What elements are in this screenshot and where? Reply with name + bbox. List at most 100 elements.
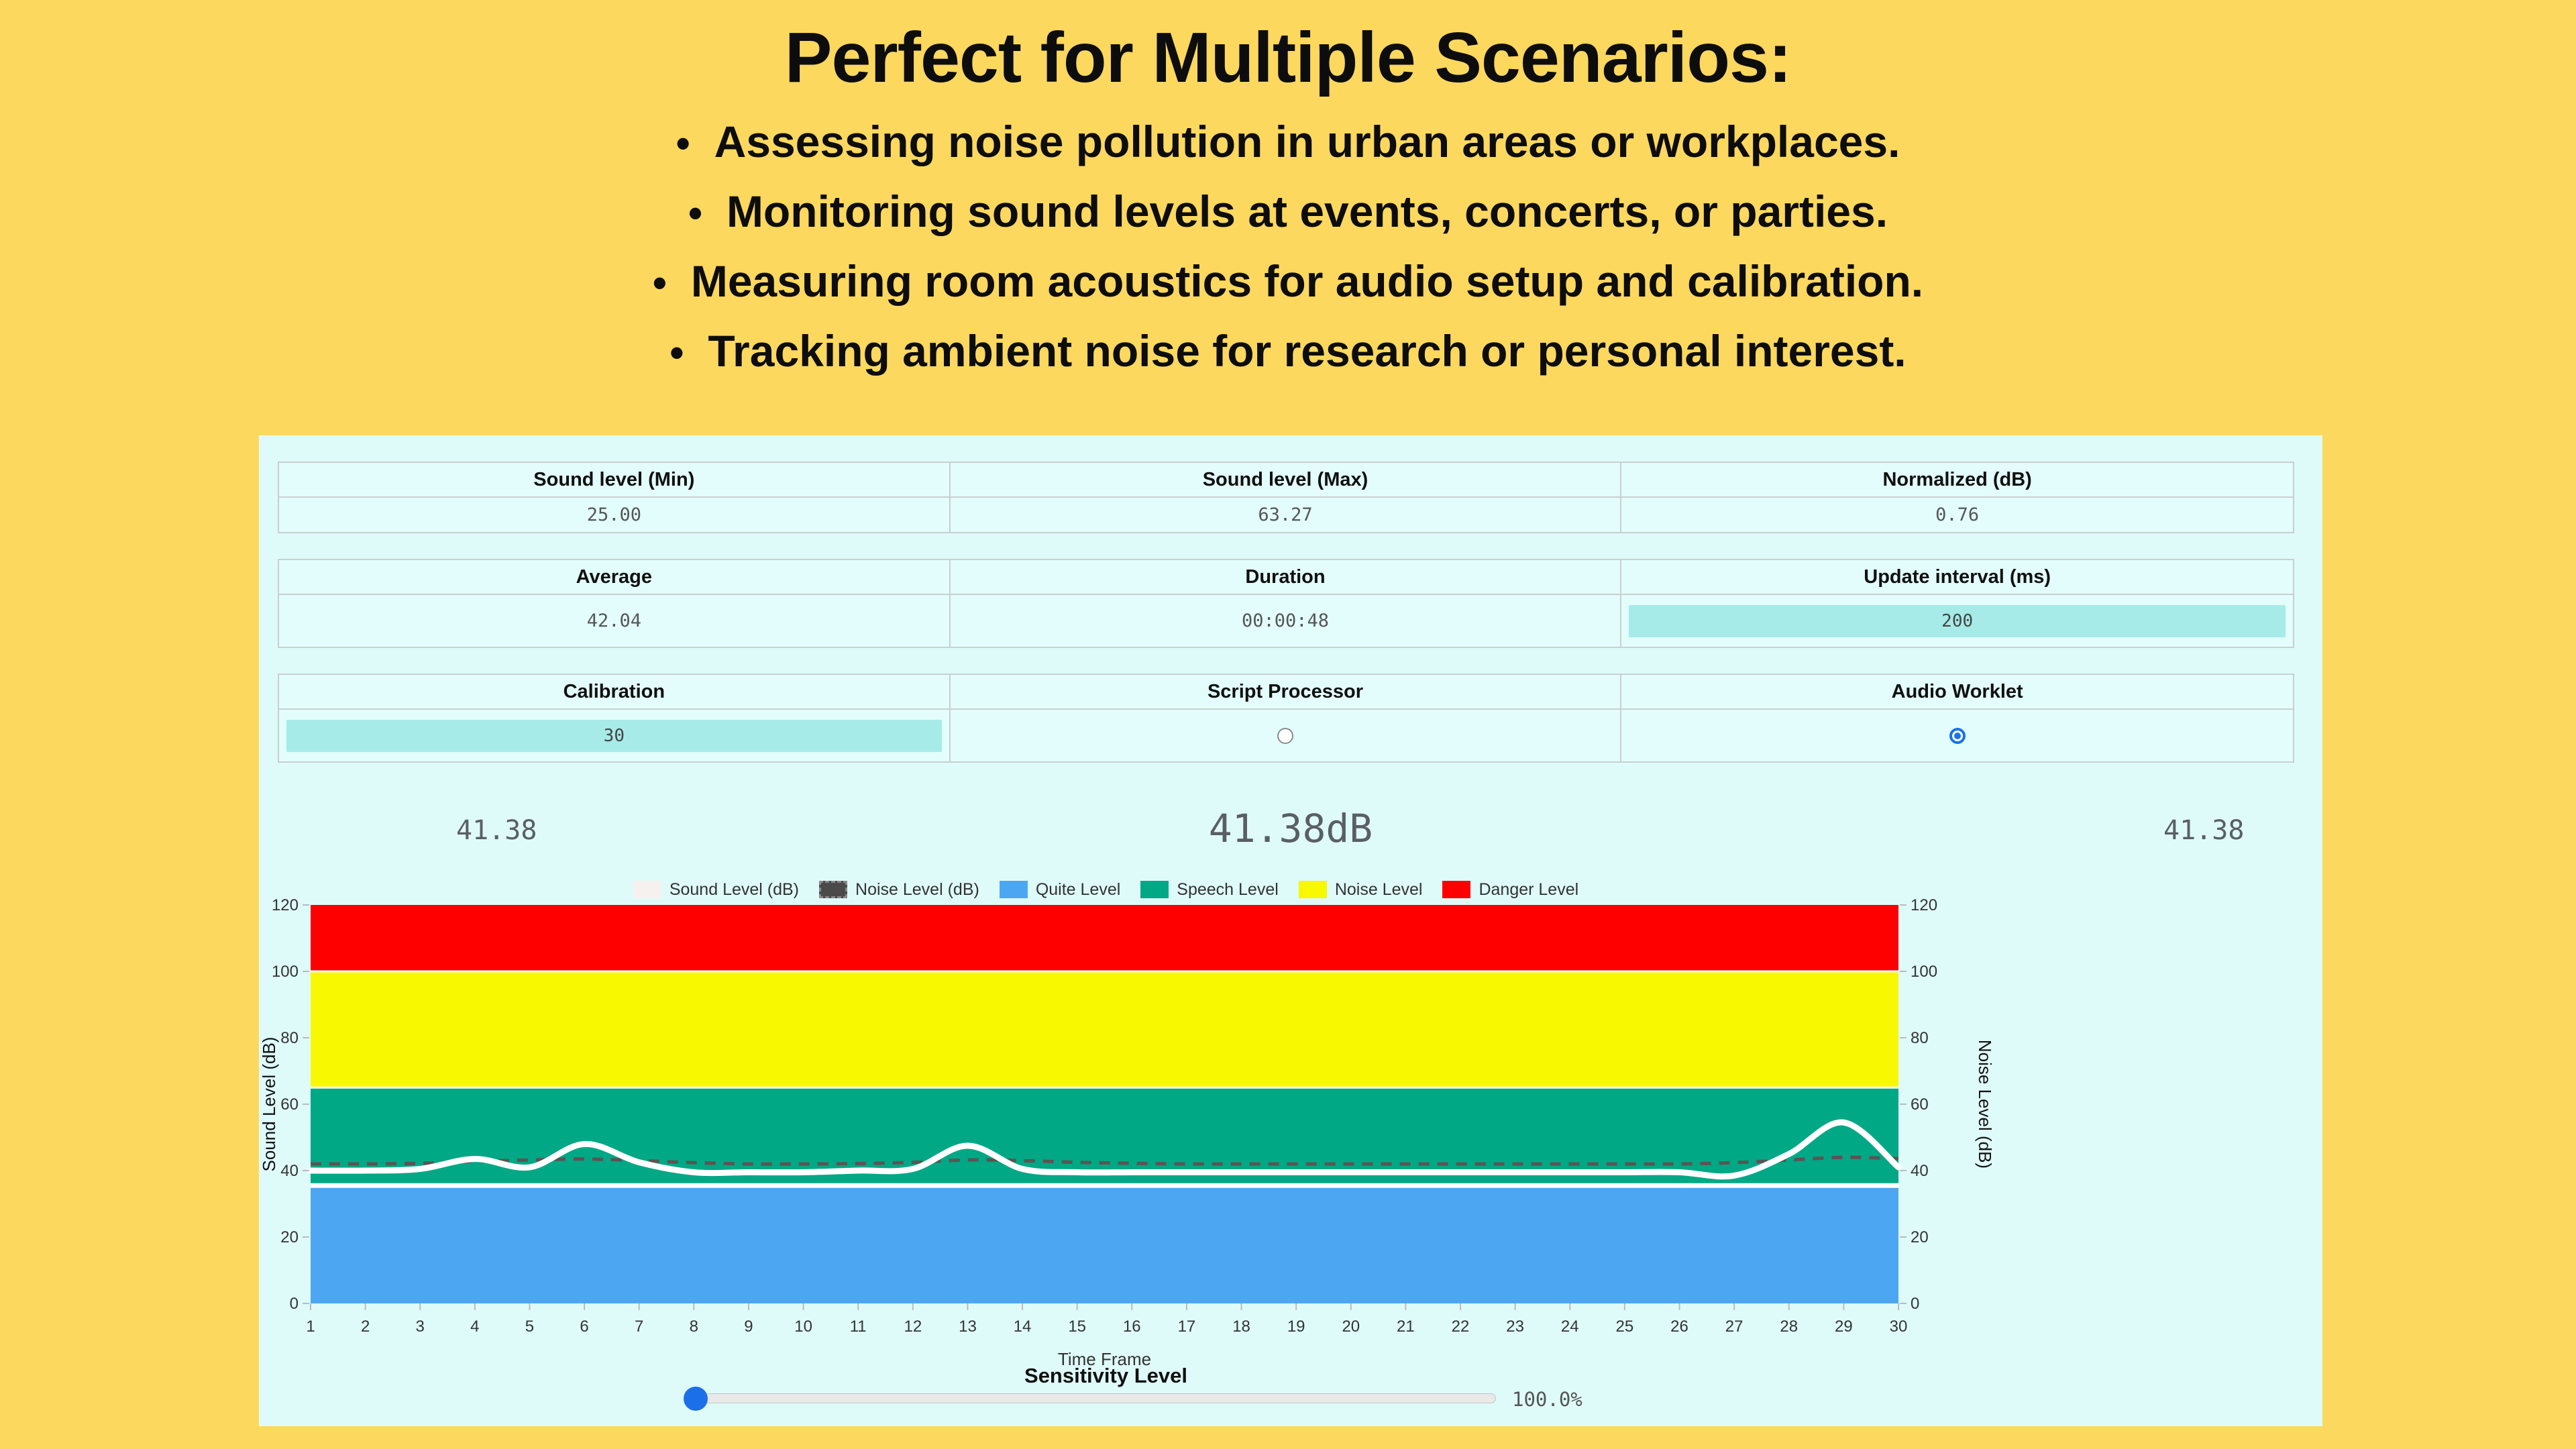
page-title: Perfect for Multiple Scenarios: (784, 18, 1792, 97)
readout-current-db: 41.38dB (1208, 806, 1373, 851)
legend-item[interactable]: Danger Level (1442, 880, 1578, 900)
average-header: Average (279, 560, 951, 594)
normalized-db-value: 0.76 (1935, 504, 1980, 525)
legend-item[interactable]: Noise Level (1298, 880, 1422, 900)
stats-table-stats-secondary: Average Duration Update interval (ms) 42.04… (278, 559, 2294, 648)
sound-level-min-header: Sound level (Min) (279, 463, 951, 496)
y-tick-label-left: 0 (290, 1295, 299, 1313)
band-danger-level (311, 905, 1898, 971)
audio-worklet-header: Audio Worklet (1891, 680, 2023, 702)
y-axis-title-right: Noise Level (dB) (1975, 1040, 1995, 1169)
y-tick-label-left: 60 (280, 1095, 299, 1114)
x-tick-label: 3 (416, 1318, 425, 1336)
duration-header: Duration (951, 560, 1622, 594)
legend-item[interactable]: Noise Level (dB) (819, 880, 979, 900)
sound-level-max-header: Sound level (Max) (951, 463, 1622, 496)
scenario-list: • Assessing noise pollution in urban area… (0, 116, 2576, 395)
audio-worklet-radio[interactable] (1949, 727, 1966, 744)
x-tick-label: 29 (1835, 1318, 1853, 1336)
sensitivity-value: 100.0% (1512, 1388, 1582, 1411)
band-quite-level (311, 1187, 1898, 1303)
x-tick-label: 9 (744, 1318, 753, 1336)
y-tick-label-right: 80 (1911, 1029, 1929, 1047)
script-processor-radio[interactable] (1277, 727, 1293, 744)
bullet-icon: • (669, 330, 684, 375)
calibration-header: Calibration (279, 675, 951, 708)
x-tick-label: 10 (794, 1318, 812, 1336)
x-tick-label: 22 (1452, 1318, 1470, 1336)
y-tick-label-right: 0 (1911, 1295, 1919, 1313)
y-tick-label-right: 120 (1911, 896, 1937, 914)
scenario-item: • Assessing noise pollution in urban area… (0, 116, 2576, 186)
scenario-text: Monitoring sound levels at events, conce… (726, 186, 1888, 236)
readout-right: 41.38 (2163, 815, 2245, 846)
audio-worklet-cell (1621, 710, 2293, 761)
bullet-icon: • (652, 260, 667, 305)
sensitivity-slider[interactable] (684, 1387, 1496, 1411)
update-interval-header: Update interval (ms) (1864, 566, 2051, 588)
sound-level-min-value: 25.00 (279, 498, 951, 532)
x-tick-label: 11 (850, 1318, 867, 1336)
average-value: 42.04 (279, 595, 951, 647)
x-tick-label: 24 (1561, 1318, 1579, 1336)
x-axis-title: Time Frame (1058, 1349, 1151, 1369)
legend-swatch-icon (819, 881, 848, 898)
scenario-text: Measuring room acoustics for audio setup… (690, 256, 1924, 306)
legend-item[interactable]: Speech Level (1140, 880, 1279, 900)
x-tick-label: 19 (1287, 1318, 1305, 1336)
x-tick-label: 7 (635, 1318, 643, 1336)
y-tick-label-left: 100 (272, 963, 299, 981)
chart-legend: Sound Level (dB) Noise Level (dB) Quite Le… (312, 878, 1900, 901)
x-tick-label: 27 (1725, 1318, 1743, 1336)
legend-label: Danger Level (1479, 879, 1579, 899)
x-tick-label: 30 (1890, 1318, 1908, 1336)
x-tick-label: 8 (690, 1318, 698, 1336)
x-tick-label: 28 (1780, 1318, 1798, 1336)
y-tick-label-left: 80 (280, 1029, 299, 1047)
x-tick-label: 12 (904, 1318, 922, 1336)
x-tick-label: 23 (1506, 1318, 1524, 1336)
x-tick-label: 15 (1068, 1318, 1086, 1336)
legend-item[interactable]: Quite Level (999, 879, 1121, 900)
x-tick-label: 4 (470, 1318, 479, 1336)
calibration-input[interactable] (286, 719, 942, 752)
legend-swatch-icon (1298, 881, 1327, 898)
script-processor-cell (951, 710, 1622, 761)
x-tick-label: 18 (1232, 1318, 1250, 1336)
stats-table-stats-primary: Sound level (Min) Sound level (Max) Normal… (278, 462, 2294, 533)
y-tick-label-right: 60 (1911, 1095, 1929, 1114)
sound-level-max-value: 63.27 (951, 498, 1622, 532)
x-tick-label: 1 (306, 1318, 315, 1336)
legend-label: Speech Level (1177, 879, 1279, 899)
legend-item[interactable]: Sound Level (dB) (633, 880, 799, 900)
scenario-text: Tracking ambient noise for research or p… (708, 326, 1907, 376)
y-tick-label-right: 40 (1911, 1162, 1929, 1180)
normalized-db-header: Normalized (dB) (1882, 468, 2032, 490)
update-interval-input[interactable] (1629, 604, 2286, 637)
legend-label: Quite Level (1035, 879, 1121, 899)
legend-label: Noise Level (dB) (855, 879, 979, 899)
legend-swatch-icon (999, 881, 1028, 898)
x-tick-label: 14 (1014, 1318, 1032, 1336)
legend-label: Sound Level (dB) (669, 879, 800, 899)
y-tick-label-right: 100 (1911, 963, 1937, 981)
readout-left: 41.38 (456, 815, 537, 846)
x-tick-label: 13 (959, 1318, 977, 1336)
hero-section: Perfect for Multiple Scenarios: • Assessi… (0, 0, 2576, 395)
x-tick-label: 2 (361, 1318, 370, 1336)
scenario-item: • Monitoring sound levels at events, conc… (0, 186, 2576, 256)
y-tick-label-left: 40 (280, 1162, 299, 1180)
band-noise-level (311, 971, 1898, 1088)
scenario-item: • Measuring room acoustics for audio setu… (0, 256, 2576, 325)
y-tick-label-left: 120 (272, 896, 299, 914)
scenario-text: Assessing noise pollution in urban areas… (714, 117, 1900, 166)
legend-swatch-icon (1442, 881, 1471, 898)
stats-table-controls: Calibration Script Processor Audio Worklet (278, 674, 2294, 763)
sound-meter-app: Sound level (Min) Sound level (Max) Normal… (259, 435, 2322, 1426)
calibration-cell (279, 710, 951, 761)
update-interval-cell (1621, 595, 2293, 647)
sensitivity-label: Sensitivity Level (1024, 1364, 1187, 1387)
x-tick-label: 20 (1342, 1318, 1360, 1336)
sensitivity-slider-thumb[interactable] (684, 1387, 708, 1411)
